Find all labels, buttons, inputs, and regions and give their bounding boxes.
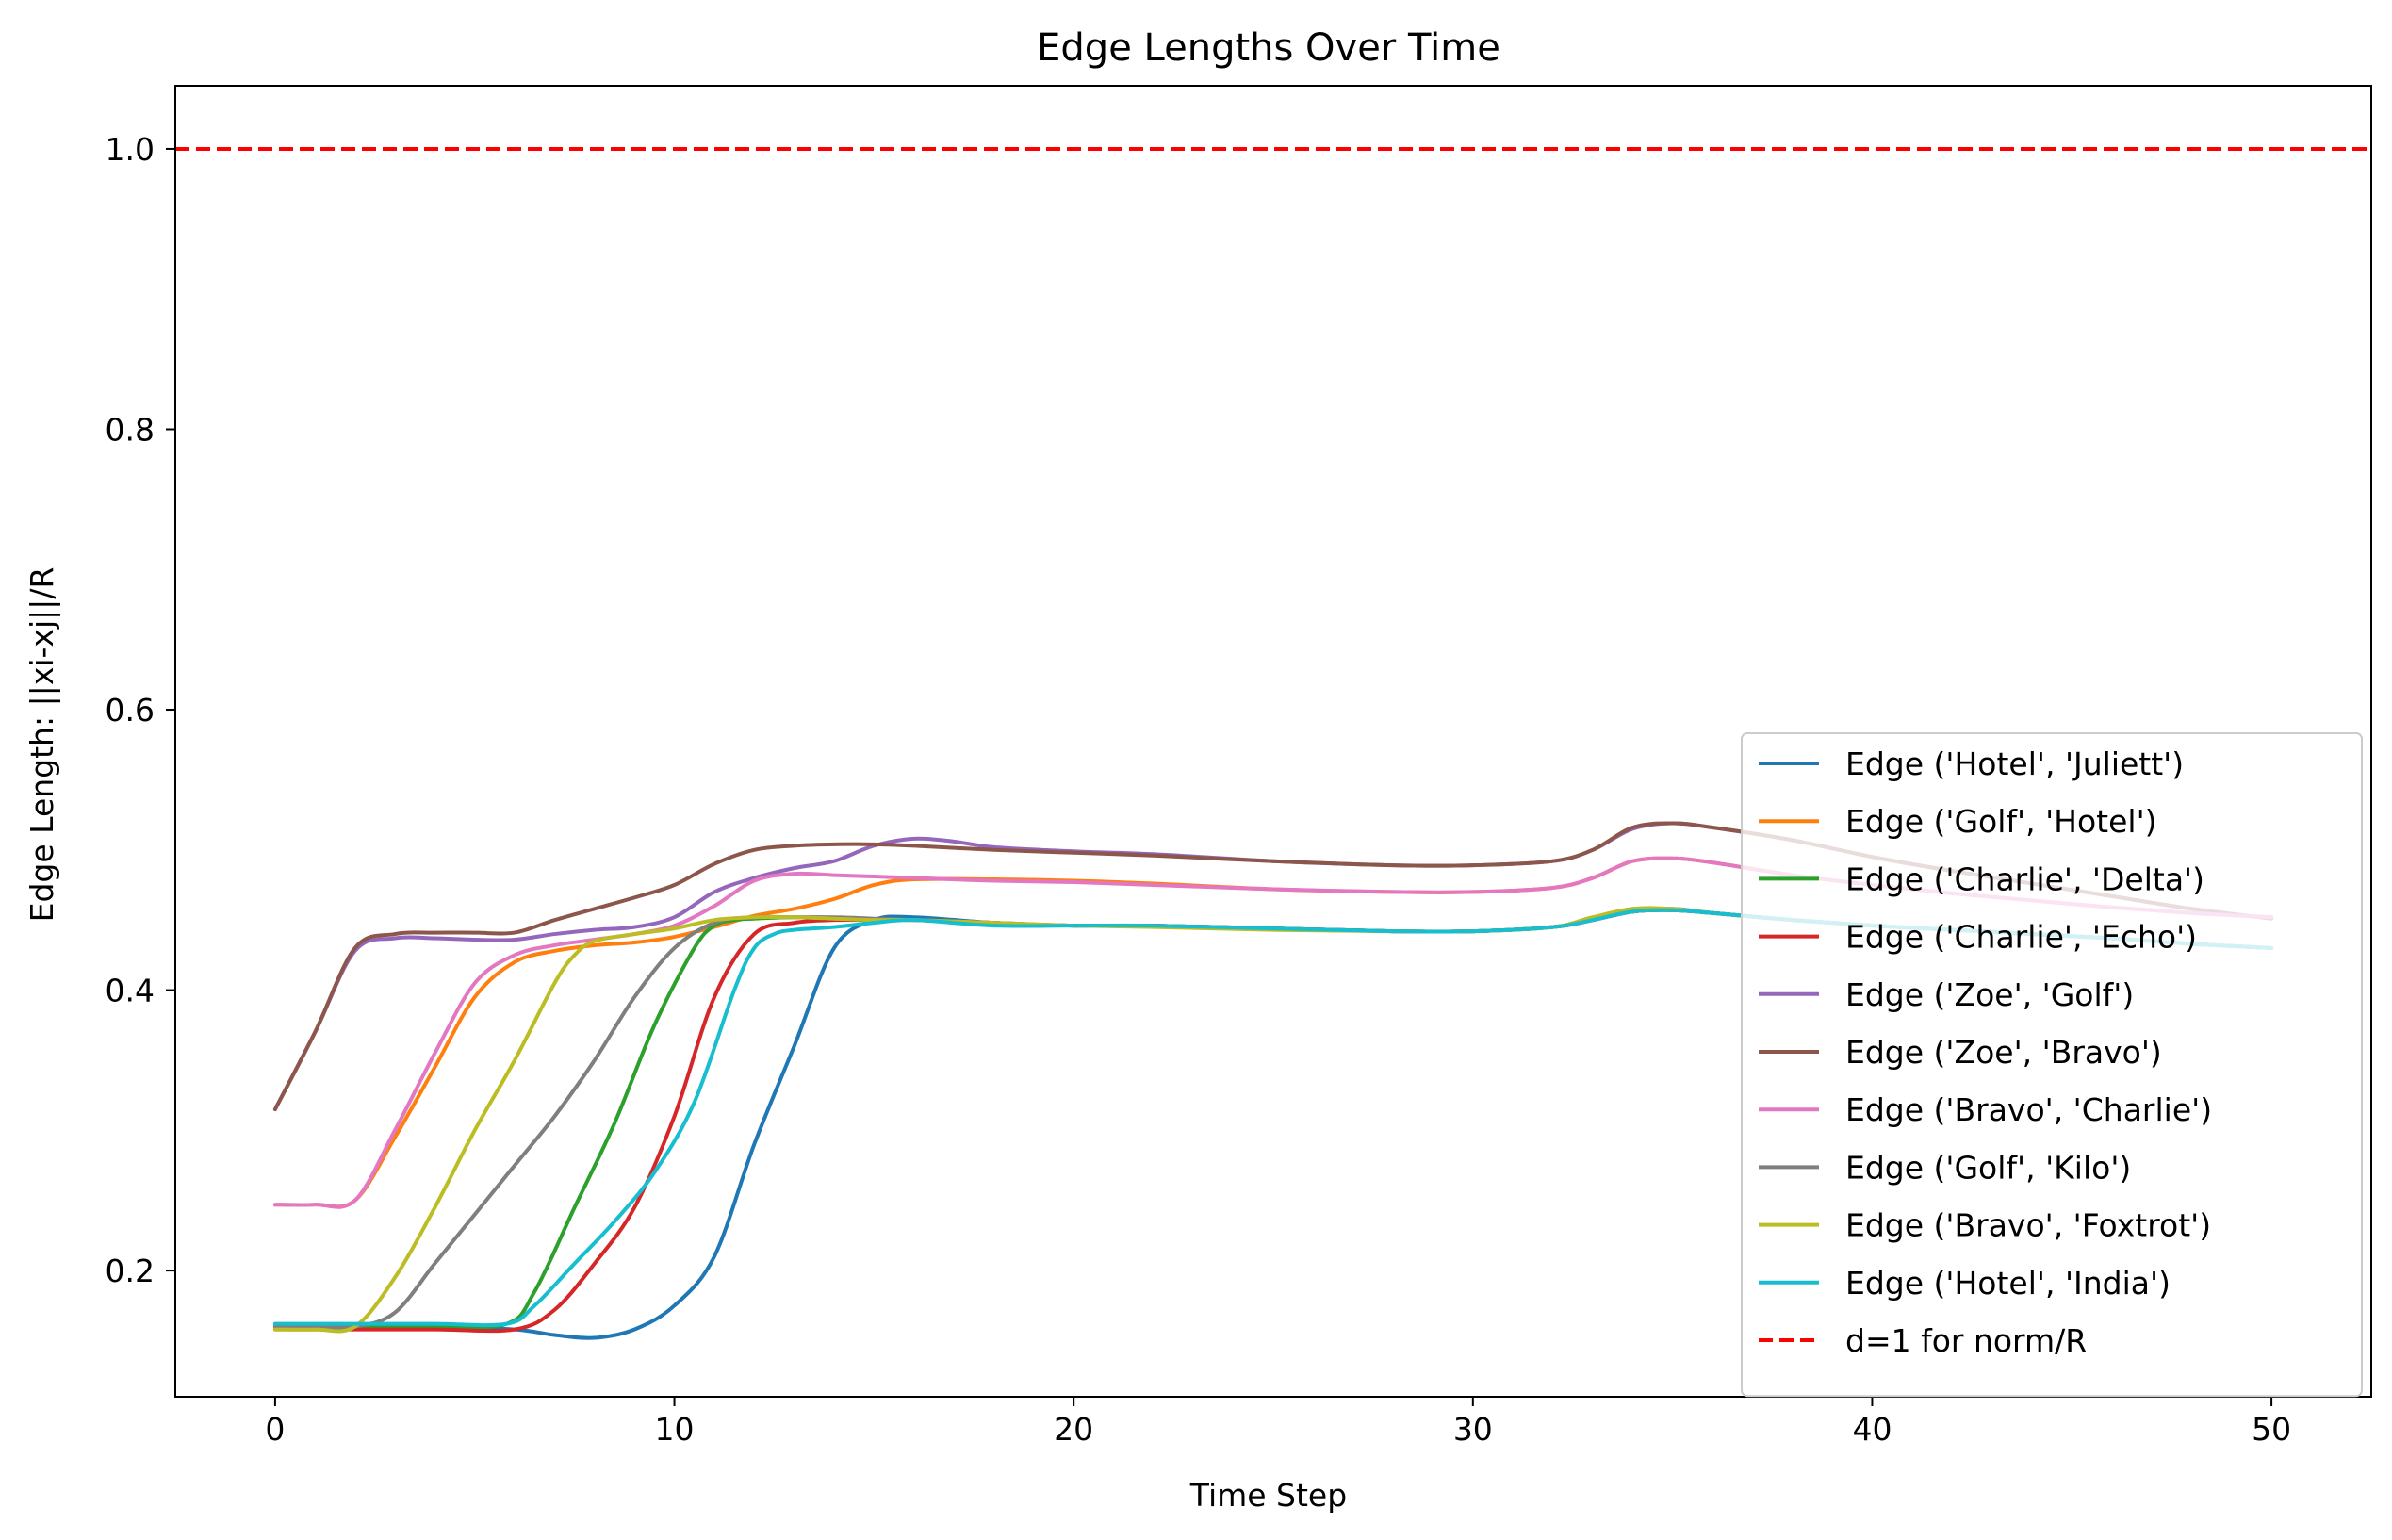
x-tick-label: 40 xyxy=(1852,1411,1892,1448)
axes: 0 10 20 30 40 50 0.2 0.4 0.6 0.8 1.0 xyxy=(106,85,2372,1448)
legend-label: d=1 for norm/R xyxy=(1845,1322,2087,1359)
legend-label: Edge ('Zoe', 'Bravo') xyxy=(1845,1034,2162,1071)
legend-label: Edge ('Hotel', 'India') xyxy=(1845,1265,2171,1302)
legend-label: Edge ('Golf', 'Hotel') xyxy=(1845,803,2157,840)
y-tick-label: 0.4 xyxy=(106,973,155,1009)
legend-label: Edge ('Zoe', 'Golf') xyxy=(1845,976,2134,1013)
legend-label: Edge ('Hotel', 'Juliett') xyxy=(1845,745,2184,782)
y-tick-label: 0.2 xyxy=(106,1253,155,1289)
legend-label: Edge ('Charlie', 'Delta') xyxy=(1845,860,2204,897)
x-tick-label: 50 xyxy=(2252,1411,2291,1448)
legend-label: Edge ('Bravo', 'Charlie') xyxy=(1845,1091,2212,1128)
legend-label: Edge ('Golf', 'Kilo') xyxy=(1845,1149,2131,1186)
legend-label: Edge ('Charlie', 'Echo') xyxy=(1845,919,2197,956)
axes-frame xyxy=(174,85,2372,1398)
x-tick-label: 10 xyxy=(655,1411,695,1448)
y-axis-label: Edge Length: ||xi-xj||/R xyxy=(24,567,60,923)
x-tick-label: 20 xyxy=(1054,1411,1093,1448)
y-tick-label: 0.6 xyxy=(106,692,155,729)
legend-box xyxy=(1741,732,2363,1398)
legend: Edge ('Hotel', 'Juliett') Edge ('Golf', '… xyxy=(1741,732,2363,1398)
x-axis-label: Time Step xyxy=(1189,1477,1347,1514)
chart-title: Edge Lengths Over Time xyxy=(1037,26,1500,70)
x-tick-label: 0 xyxy=(265,1411,285,1448)
legend-label: Edge ('Bravo', 'Foxtrot') xyxy=(1845,1207,2211,1244)
y-tick-label: 0.8 xyxy=(106,411,155,448)
x-tick-label: 30 xyxy=(1453,1411,1493,1448)
y-tick-label: 1.0 xyxy=(106,131,155,168)
